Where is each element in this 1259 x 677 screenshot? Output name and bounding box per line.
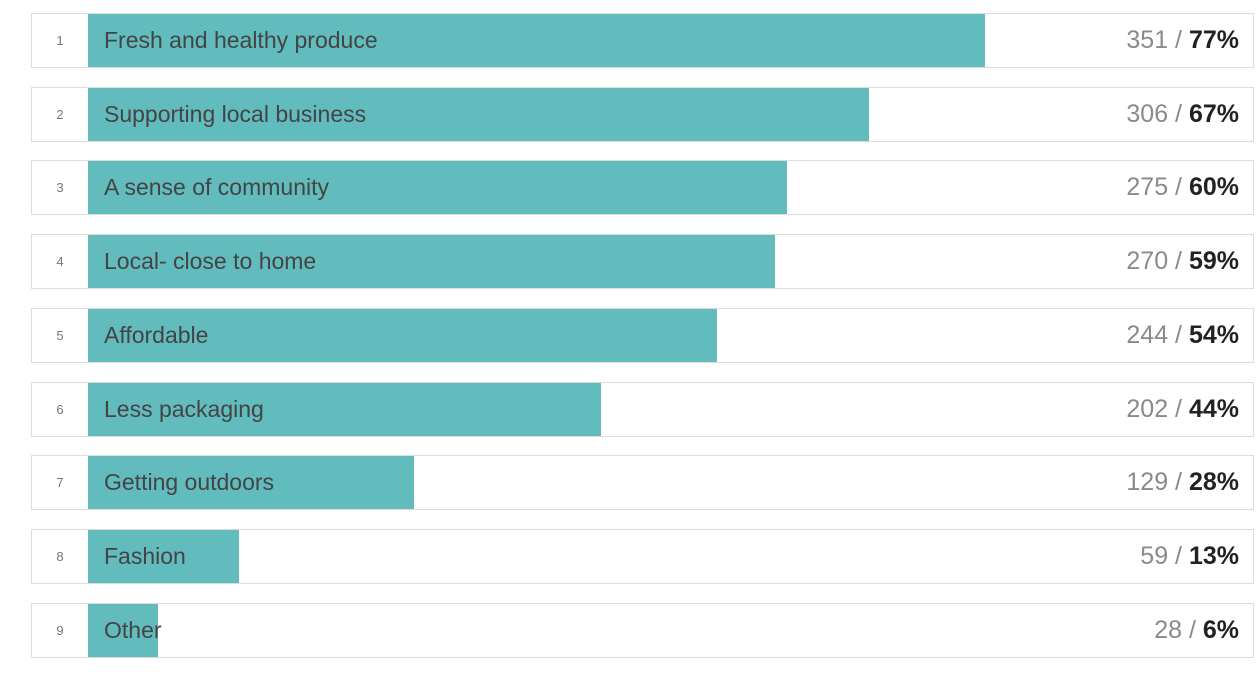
response-count: 306: [1126, 99, 1169, 128]
bar-row: 6 Less packaging 202 / 44%: [31, 381, 1254, 437]
bar-label: Less packaging: [104, 395, 264, 422]
bar-label: Fashion: [104, 542, 186, 569]
response-percent: 67%: [1188, 99, 1239, 128]
rank-number: 6: [56, 401, 64, 417]
bar-value: 306 / 67%: [1126, 99, 1239, 128]
response-count: 202: [1126, 394, 1169, 423]
bar-row: 3 A sense of community 275 / 60%: [31, 160, 1254, 216]
bar-label: Other: [104, 616, 162, 643]
response-percent: 44%: [1188, 394, 1239, 423]
bar-row: 7 Getting outdoors 129 / 28%: [31, 455, 1254, 511]
bar-label: A sense of community: [104, 174, 329, 201]
rank-number: 7: [56, 475, 64, 491]
bar-row: 9 Other 28 / 6%: [31, 602, 1254, 658]
bar: [88, 87, 869, 141]
response-count: 275: [1126, 173, 1169, 202]
rank-number: 8: [56, 548, 64, 564]
bar: [88, 456, 415, 510]
response-count: 351: [1126, 26, 1169, 54]
bar: [88, 308, 718, 362]
bar: [88, 382, 601, 436]
bar-row: 1 Fresh and healthy produce 351 / 77%: [31, 13, 1254, 68]
rank-number: 9: [56, 622, 64, 638]
bar: [88, 529, 240, 583]
bar-value: 244 / 54%: [1126, 320, 1239, 349]
bar-row: 5 Affordable 244 / 54%: [31, 307, 1254, 363]
bar-label: Getting outdoors: [104, 469, 275, 496]
response-percent: 60%: [1188, 173, 1239, 202]
bar-label: Local- close to home: [104, 248, 317, 275]
bar-value: 59 / 13%: [1140, 541, 1239, 570]
bar-value: 202 / 44%: [1126, 394, 1239, 423]
rank-number: 4: [56, 254, 64, 270]
response-percent: 6%: [1202, 615, 1239, 644]
response-percent: 77%: [1188, 26, 1239, 54]
bar-row: 2 Supporting local business 306 / 67%: [31, 86, 1254, 142]
bar-value: 270 / 59%: [1126, 247, 1239, 276]
bar-label: Affordable: [104, 321, 209, 348]
rank-number: 3: [56, 180, 64, 196]
response-percent: 59%: [1188, 247, 1239, 276]
response-count: 59: [1140, 541, 1169, 570]
rank-number: 5: [56, 327, 64, 343]
bar-value: 351 / 77%: [1126, 26, 1239, 54]
rank-number: 1: [56, 33, 64, 48]
rank-number: 2: [56, 106, 64, 122]
bar-label: Fresh and healthy produce: [104, 27, 378, 53]
bar: [88, 161, 787, 215]
response-percent: 54%: [1188, 320, 1239, 349]
response-count: 129: [1126, 468, 1169, 497]
bar-label: Supporting local business: [104, 100, 367, 127]
bar: [88, 603, 158, 657]
bar-row: 8 Fashion 59 / 13%: [31, 528, 1254, 584]
bar-value: 129 / 28%: [1126, 468, 1239, 497]
bar-value: 28 / 6%: [1154, 615, 1239, 644]
bar-row: 4 Local- close to home 270 / 59%: [31, 234, 1254, 290]
response-count: 270: [1126, 247, 1169, 276]
bar: [88, 14, 985, 67]
bar: [88, 235, 776, 289]
response-percent: 13%: [1188, 541, 1239, 570]
bar-value: 275 / 60%: [1126, 173, 1239, 202]
response-count: 28: [1154, 615, 1183, 644]
response-percent: 28%: [1188, 468, 1239, 497]
response-count: 244: [1126, 320, 1169, 349]
